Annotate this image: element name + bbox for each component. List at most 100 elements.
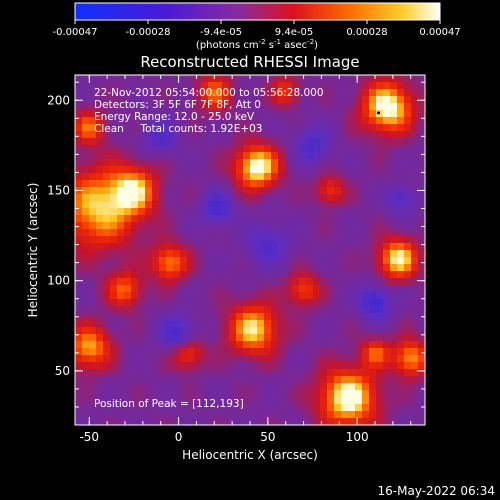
heatmap-cell <box>418 306 425 314</box>
heatmap-cell <box>152 341 160 349</box>
heatmap-cell <box>348 411 356 419</box>
heatmap-cell <box>215 82 223 90</box>
heatmap-cell <box>243 369 251 377</box>
heatmap-cell <box>82 229 90 237</box>
heatmap-cell <box>243 208 251 216</box>
heatmap-cell <box>82 278 90 286</box>
heatmap-cell <box>131 152 139 160</box>
heatmap-cell <box>194 75 202 83</box>
heatmap-cell <box>152 250 160 258</box>
heatmap-cell <box>180 327 188 335</box>
heatmap-cell <box>292 166 300 174</box>
heatmap-cell <box>404 159 412 167</box>
heatmap-cell <box>222 82 230 90</box>
heatmap-cell <box>257 390 265 398</box>
heatmap-cell <box>201 278 209 286</box>
heatmap-cell <box>257 145 265 153</box>
heatmap-cell <box>320 215 328 223</box>
heatmap-cell <box>96 341 104 349</box>
heatmap-cell <box>313 334 321 342</box>
heatmap-cell <box>278 138 286 146</box>
heatmap-cell <box>390 404 398 412</box>
heatmap-cell <box>201 187 209 195</box>
heatmap-cell <box>194 383 202 391</box>
heatmap-cell <box>229 103 237 111</box>
heatmap-cell <box>355 103 363 111</box>
heatmap-cell <box>201 236 209 244</box>
heatmap-cell <box>299 348 307 356</box>
heatmap-cell <box>229 75 237 83</box>
heatmap-cell <box>96 166 104 174</box>
heatmap-cell <box>334 355 342 363</box>
heatmap-cell <box>194 369 202 377</box>
heatmap-cell <box>222 180 230 188</box>
heatmap-cell <box>292 369 300 377</box>
heatmap-cell <box>152 397 160 405</box>
heatmap-cell <box>166 201 174 209</box>
heatmap-cell <box>131 166 139 174</box>
heatmap-cell <box>383 75 391 83</box>
heatmap-cell <box>285 117 293 125</box>
heatmap-cell <box>306 173 314 181</box>
heatmap-cell <box>355 313 363 321</box>
heatmap-cell <box>404 75 412 83</box>
heatmap-cell <box>194 208 202 216</box>
heatmap-cell <box>82 152 90 160</box>
heatmap-cell <box>355 306 363 314</box>
heatmap-cell <box>390 124 398 132</box>
heatmap-cell <box>180 215 188 223</box>
heatmap-cell <box>215 355 223 363</box>
heatmap-cell <box>362 285 370 293</box>
heatmap-cell <box>201 222 209 230</box>
heatmap-cell <box>152 110 160 118</box>
heatmap-cell <box>229 257 237 265</box>
heatmap-cell <box>166 320 174 328</box>
colorbar-tick-label: 0.00028 <box>346 27 387 38</box>
heatmap-cell <box>383 229 391 237</box>
heatmap-cell <box>180 180 188 188</box>
heatmap-cell <box>278 187 286 195</box>
heatmap-cell <box>180 187 188 195</box>
heatmap-cell <box>145 362 153 370</box>
heatmap-cell <box>166 82 174 90</box>
heatmap-cell <box>243 236 251 244</box>
heatmap-cell <box>75 264 83 272</box>
heatmap-cell <box>222 390 230 398</box>
heatmap-cell <box>320 285 328 293</box>
heatmap-cell <box>348 285 356 293</box>
heatmap-cell <box>110 215 118 223</box>
heatmap-cell <box>166 341 174 349</box>
heatmap-cell <box>404 327 412 335</box>
heatmap-cell <box>376 285 384 293</box>
heatmap-cell <box>187 159 195 167</box>
heatmap-cell <box>285 243 293 251</box>
heatmap-cell <box>404 390 412 398</box>
heatmap-cell <box>369 131 377 139</box>
heatmap-cell <box>362 257 370 265</box>
heatmap-cell <box>243 390 251 398</box>
heatmap-cell <box>320 404 328 412</box>
heatmap-cell <box>285 201 293 209</box>
heatmap-cell <box>138 159 146 167</box>
heatmap-cell <box>390 159 398 167</box>
heatmap-cell <box>152 369 160 377</box>
heatmap-cell <box>166 194 174 202</box>
heatmap-cell <box>117 194 125 202</box>
heatmap-cell <box>376 75 384 83</box>
heatmap-cell <box>110 194 118 202</box>
heatmap-cell <box>327 229 335 237</box>
heatmap-cell <box>313 369 321 377</box>
heatmap-cell <box>257 215 265 223</box>
heatmap-cell <box>299 159 307 167</box>
heatmap-cell <box>306 264 314 272</box>
heatmap-cell <box>383 194 391 202</box>
heatmap-cell <box>383 152 391 160</box>
heatmap-cell <box>292 390 300 398</box>
heatmap-cell <box>285 306 293 314</box>
heatmap-cell <box>292 75 300 83</box>
heatmap-cell <box>229 145 237 153</box>
heatmap-cell <box>243 145 251 153</box>
heatmap-cell <box>208 411 216 419</box>
heatmap-cell <box>362 201 370 209</box>
heatmap-cell <box>222 404 230 412</box>
